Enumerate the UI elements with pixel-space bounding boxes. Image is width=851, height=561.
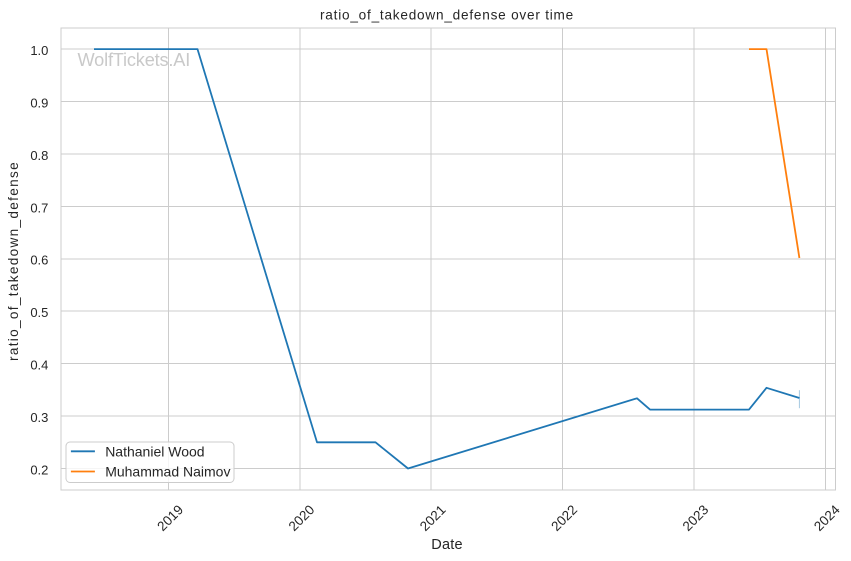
svg-text:1.0: 1.0 [30, 43, 48, 58]
svg-text:2020: 2020 [286, 502, 318, 534]
svg-text:2023: 2023 [680, 502, 712, 534]
svg-text:2021: 2021 [417, 502, 449, 534]
svg-text:0.9: 0.9 [30, 95, 48, 110]
svg-text:WolfTickets.AI: WolfTickets.AI [78, 50, 191, 70]
svg-text:0.3: 0.3 [30, 410, 48, 425]
svg-text:2019: 2019 [154, 502, 186, 534]
svg-text:0.5: 0.5 [30, 305, 48, 320]
svg-text:0.4: 0.4 [30, 358, 48, 373]
svg-text:ratio_of_takedown_defense: ratio_of_takedown_defense [6, 161, 21, 361]
svg-text:Nathaniel Wood: Nathaniel Wood [105, 444, 204, 460]
svg-text:Muhammad Naimov: Muhammad Naimov [105, 464, 230, 480]
svg-text:0.8: 0.8 [30, 148, 48, 163]
svg-text:Date: Date [431, 537, 462, 553]
svg-text:2024: 2024 [811, 502, 843, 534]
svg-text:0.2: 0.2 [30, 462, 48, 477]
svg-text:0.6: 0.6 [30, 253, 48, 268]
svg-text:2022: 2022 [548, 502, 580, 534]
svg-text:0.7: 0.7 [30, 200, 48, 215]
svg-text:ratio_of_takedown_defense over: ratio_of_takedown_defense over time [320, 7, 574, 22]
